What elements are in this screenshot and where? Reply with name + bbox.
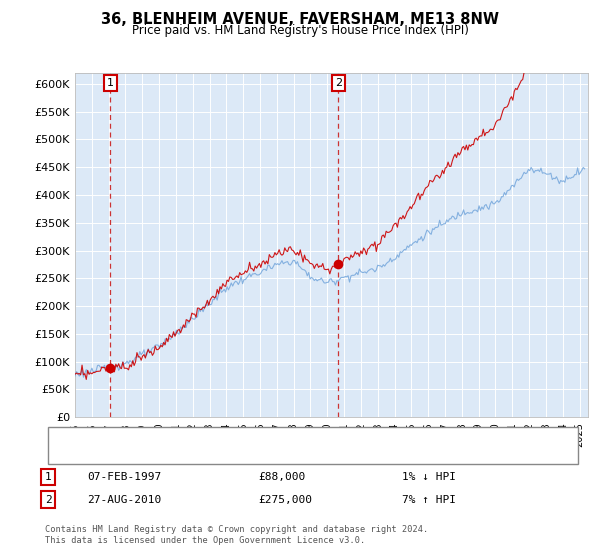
Text: Price paid vs. HM Land Registry's House Price Index (HPI): Price paid vs. HM Land Registry's House … <box>131 24 469 36</box>
Text: 36, BLENHEIM AVENUE, FAVERSHAM, ME13 8NW (detached house): 36, BLENHEIM AVENUE, FAVERSHAM, ME13 8NW… <box>85 431 442 441</box>
Text: 2: 2 <box>44 494 52 505</box>
Text: 36, BLENHEIM AVENUE, FAVERSHAM, ME13 8NW: 36, BLENHEIM AVENUE, FAVERSHAM, ME13 8NW <box>101 12 499 27</box>
Text: £88,000: £88,000 <box>258 472 305 482</box>
Text: 1% ↓ HPI: 1% ↓ HPI <box>402 472 456 482</box>
Text: Contains HM Land Registry data © Crown copyright and database right 2024.
This d: Contains HM Land Registry data © Crown c… <box>45 525 428 545</box>
Text: 27-AUG-2010: 27-AUG-2010 <box>87 494 161 505</box>
Text: 2: 2 <box>335 78 342 88</box>
Text: HPI: Average price, detached house, Swale: HPI: Average price, detached house, Swal… <box>85 450 341 460</box>
Text: 1: 1 <box>107 78 114 88</box>
Text: 1: 1 <box>44 472 52 482</box>
Text: 7% ↑ HPI: 7% ↑ HPI <box>402 494 456 505</box>
FancyBboxPatch shape <box>47 427 578 464</box>
Text: 07-FEB-1997: 07-FEB-1997 <box>87 472 161 482</box>
Text: £275,000: £275,000 <box>258 494 312 505</box>
